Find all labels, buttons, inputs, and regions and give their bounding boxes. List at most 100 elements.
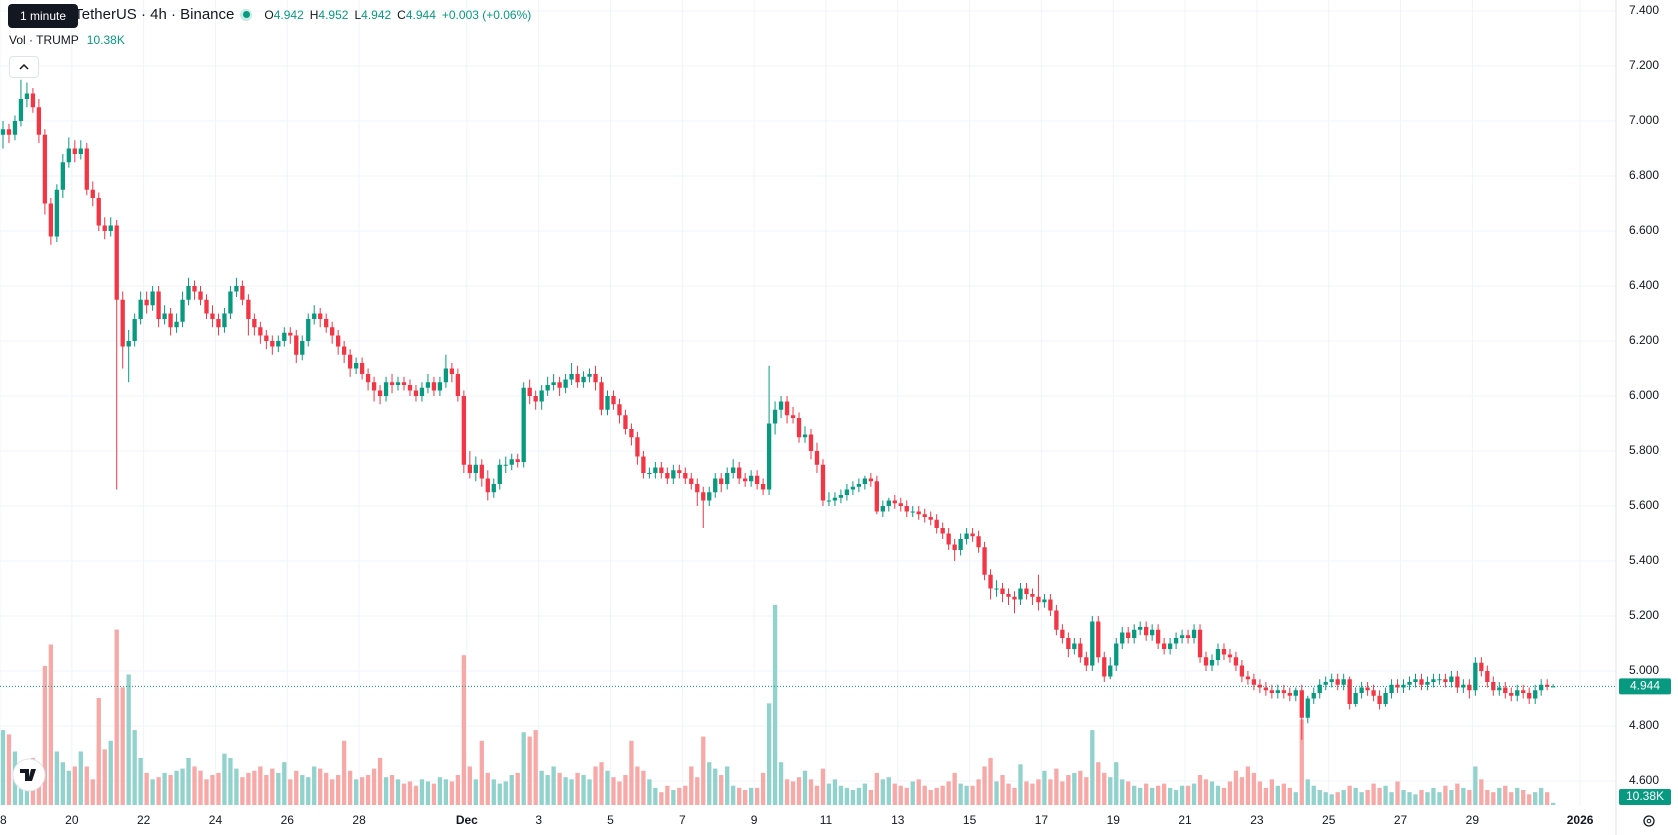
candle-body [1371,690,1376,696]
candle-body [772,409,778,424]
candle-body [336,335,341,347]
volume-bar [647,779,652,805]
candle-body [1509,693,1514,696]
candle-body [904,506,909,512]
volume-bar [1359,792,1364,805]
candle-body [443,368,449,383]
candle-body [1161,643,1167,649]
candle-body [994,588,999,590]
settings-icon[interactable] [1643,815,1655,827]
volume-bar [78,751,83,805]
volume-bar [102,749,107,805]
volume-bar [461,655,467,805]
ohlc-letter: H [309,7,319,22]
volume-bar [1138,787,1143,805]
volume-bar [970,785,975,805]
candle-body [1359,687,1364,693]
candle-body [72,148,77,154]
candle-body [1138,627,1143,630]
volume-bar [701,736,706,805]
tradingview-logo[interactable] [12,758,46,792]
candle-body [1467,684,1472,691]
volume-bar [527,736,532,805]
candle-body [1449,676,1454,682]
candle-body [312,313,317,319]
candle-body [719,478,724,484]
collapse-button[interactable] [9,56,39,78]
candle-body [778,401,784,410]
candle-body [874,481,879,512]
volume-bar [611,777,616,805]
candle-body [844,489,850,495]
x-tick-label: 9 [751,813,758,827]
volume-bar [168,775,173,805]
volume-bar [347,770,353,805]
volume-bar [1437,792,1442,805]
candle-body [413,390,419,396]
candle-body [162,313,167,319]
volume-bar [689,766,694,805]
volume-bar [575,772,580,805]
candle-body [1197,629,1203,658]
candle-body [1311,693,1316,699]
candle-body [856,484,862,487]
volume-bar [174,770,179,805]
candle-body [701,492,706,501]
y-tick-label: 6.200 [1629,333,1659,347]
candle-body [850,486,856,490]
volume-bar [982,766,987,805]
volume-bar [1461,787,1466,805]
volume-bar [443,779,449,805]
candle-body [252,319,257,328]
volume-bar [832,779,838,805]
candle-body [78,148,83,154]
candle-body [509,459,514,465]
volume-bar [1078,770,1083,805]
candle-body [707,492,712,501]
candle-body [892,500,897,504]
candle-body [359,363,365,374]
candle-body [545,385,550,391]
candle-body [1437,679,1442,681]
candle-body [1527,693,1532,699]
candle-body [1539,684,1544,691]
candle-body [54,189,60,237]
volume-bar [1221,787,1227,805]
x-tick-label: 24 [209,813,223,827]
candle-body [623,415,628,429]
candle-body [1323,682,1328,685]
volume-bar [581,775,586,805]
candle-body [222,313,227,328]
candle-body [449,368,455,374]
candle-body [1305,698,1310,718]
volume-bar [850,790,856,805]
volume-bar [958,783,963,805]
candle-body [1245,676,1251,680]
volume-bar [1096,762,1101,805]
candle-body [1048,599,1053,611]
candle-body [1287,693,1292,696]
candle-body [1419,679,1424,685]
volume-bar [449,781,455,805]
candle-body [731,467,736,473]
volume-title[interactable]: Vol · TRUMP [9,33,79,47]
volume-bar [988,757,993,805]
volume-bar [1443,785,1448,805]
candle-body [1203,657,1209,666]
volume-bar [491,779,496,805]
candle-body [48,203,54,237]
volume-bar [844,787,850,805]
volume-bar [790,781,796,805]
volume-bar [210,775,215,805]
market-status[interactable] [240,8,253,21]
candle-body [1167,643,1173,649]
volume-bar [1120,779,1125,805]
candle-body [838,495,844,498]
candle-body [1239,665,1245,677]
volume-bar [1545,792,1550,805]
candle-body [1347,679,1352,704]
candle-body [240,286,245,300]
candle-body [1383,693,1388,704]
candle-body [108,225,113,231]
volume-bar [246,772,251,805]
